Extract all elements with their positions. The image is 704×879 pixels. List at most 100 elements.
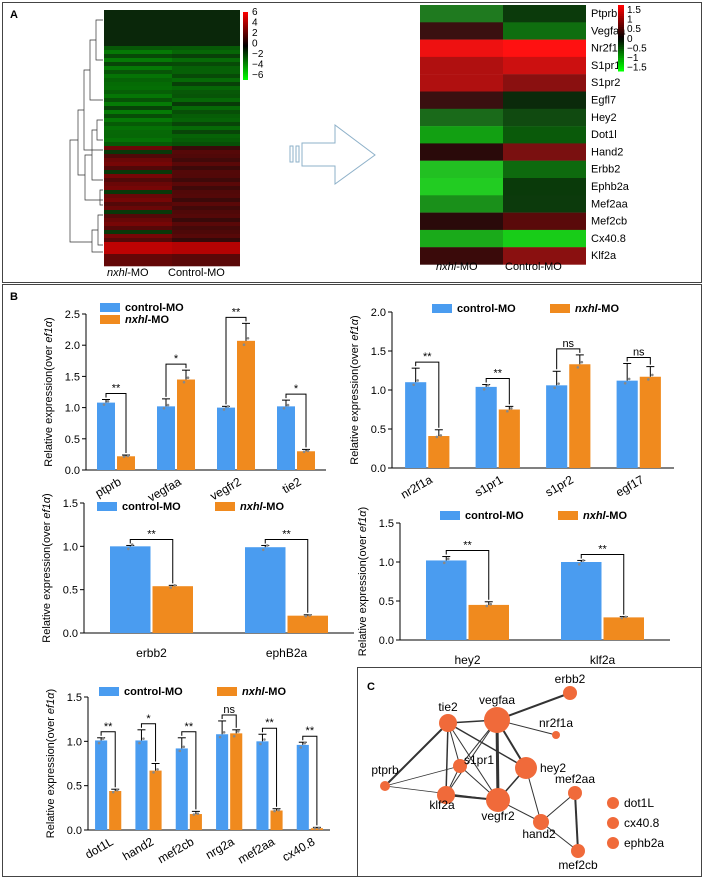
- heatmap-cell: [172, 18, 240, 23]
- significance-label: **: [463, 540, 472, 552]
- y-axis-label-suffix: ): [43, 317, 55, 321]
- heatmap-cell: [172, 50, 240, 55]
- y-axis-label-suffix: ): [41, 493, 53, 497]
- bar-nxhl: [270, 810, 283, 830]
- bar-chart-b2: 0.0 0.5 1.0 1.5 2.0 Relative expression(over …: [349, 303, 674, 502]
- legend-swatch-control: [99, 687, 119, 696]
- network-edge: [384, 765, 461, 787]
- heatmap-cell: [172, 26, 240, 31]
- colorbar-step: [618, 31, 624, 35]
- colorbar-tick-label: 0: [252, 39, 258, 50]
- network-node-label: vegfaa: [479, 693, 515, 707]
- legend-label-control: control-MO: [125, 302, 184, 314]
- network-node-mef2cb: [571, 844, 585, 858]
- category-label: egf17: [613, 472, 646, 499]
- colorbar-step: [618, 57, 624, 61]
- colorbar-tick-label: −6: [252, 70, 264, 81]
- significance-label: ns: [562, 338, 574, 350]
- category-label: hand2: [120, 834, 156, 863]
- gene-label: Hey2: [591, 112, 617, 124]
- heatmap-cell: [172, 186, 240, 191]
- network-node-s1pr1: [453, 759, 467, 773]
- heatmap-cell: [104, 62, 172, 67]
- heatmap-cell: [172, 62, 240, 67]
- heatmap-cell: [172, 78, 240, 83]
- data-point: [282, 406, 286, 410]
- legend-label-nxhl-suffix: -MO: [265, 686, 287, 698]
- y-tick-label: 1.5: [379, 518, 394, 530]
- gene-label: Mef2aa: [591, 198, 629, 210]
- heatmap-cell: [104, 126, 172, 131]
- colorbar-tick-label: 0: [627, 34, 633, 45]
- category-label: dot1L: [83, 834, 116, 861]
- heatmap-cell: [172, 174, 240, 179]
- bar-chart-b5: 0.0 0.5 1.0 1.5 Relative expression(over ef1…: [45, 686, 330, 867]
- gene-label: Nr2f1a: [591, 43, 625, 55]
- bar-control: [546, 385, 568, 468]
- legend-label-control: control-MO: [124, 686, 183, 698]
- data-point: [138, 741, 141, 745]
- bar-control: [110, 546, 151, 633]
- bar-nxhl: [177, 379, 195, 470]
- heatmap-cell: [172, 114, 240, 119]
- colorbar-step: [618, 62, 624, 65]
- heatmap-cell-control: [503, 229, 586, 248]
- significance-label: **: [232, 306, 241, 318]
- heatmap-cell: [104, 70, 172, 75]
- network-node-label: erbb2: [555, 672, 586, 686]
- heatmap-cell: [104, 158, 172, 163]
- heatmap-cell: [172, 190, 240, 195]
- heatmap-cell-nxhl: [420, 247, 503, 265]
- data-point: [299, 746, 303, 749]
- heatmap-cell: [172, 82, 240, 87]
- bar-control: [616, 380, 638, 468]
- bar-control: [256, 741, 269, 830]
- network-node-label: nr2f1a: [539, 716, 573, 730]
- category-label: mef2cb: [155, 834, 196, 866]
- network-legend-label: cx40.8: [624, 816, 660, 830]
- heatmap-cell-control: [503, 143, 586, 161]
- data-point: [126, 547, 130, 551]
- heatmap-cell: [104, 90, 172, 95]
- heatmap-cell: [172, 150, 240, 155]
- colorbar-step: [618, 66, 624, 70]
- gene-label: Dot1l: [591, 129, 617, 141]
- data-point: [277, 808, 280, 812]
- data-point: [182, 745, 186, 749]
- y-axis-label-prefix: Relative expression(over: [357, 532, 369, 656]
- heatmap-cell-control: [503, 247, 586, 265]
- heatmap-cell: [172, 206, 240, 211]
- heatmap-cell-control: [503, 178, 586, 196]
- y-axis-label: Relative expression(over ef1α): [45, 689, 57, 838]
- colorbar-step: [618, 55, 624, 59]
- data-point: [304, 614, 308, 618]
- heatmap-cell: [172, 34, 240, 39]
- data-point: [218, 735, 222, 739]
- colorbar-step: [618, 64, 624, 68]
- legend-label-nxhl-italic: nxhl: [125, 314, 149, 326]
- heatmap-cell-nxhl: [420, 74, 503, 92]
- significance-bracket: [485, 378, 510, 405]
- bar-nxhl: [149, 770, 162, 830]
- y-axis-label-prefix: Relative expression(over: [45, 714, 57, 838]
- heatmap-cell: [172, 106, 240, 111]
- y-tick-label: 0.0: [67, 825, 82, 837]
- y-axis-label-suffix: ): [357, 507, 369, 511]
- y-tick-label: 1.0: [371, 385, 386, 397]
- heatmap-cell: [104, 86, 172, 91]
- y-tick-label: 0.0: [379, 635, 394, 647]
- heatmap-cell: [104, 238, 172, 243]
- heatmap-cell: [172, 66, 240, 71]
- network-legend-node: [607, 837, 619, 849]
- heatmap-cell: [104, 34, 172, 39]
- colorbar-step: [618, 44, 624, 48]
- panel-b-label: B: [10, 291, 18, 303]
- network-legend-label: dot1L: [624, 796, 654, 810]
- heatmap-cell: [104, 130, 172, 135]
- data-point: [412, 383, 415, 387]
- colorbar-step: [618, 68, 624, 72]
- heatmap-cell: [104, 58, 172, 63]
- data-point: [242, 343, 246, 347]
- data-point: [557, 382, 560, 385]
